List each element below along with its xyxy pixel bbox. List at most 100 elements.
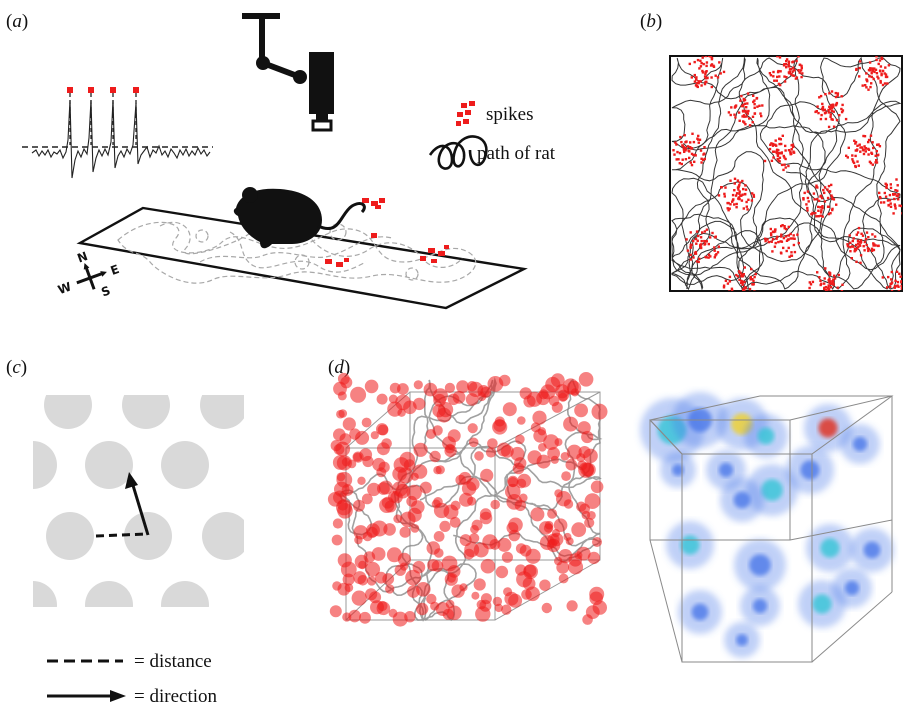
spike-sphere xyxy=(589,591,603,606)
spike-sphere xyxy=(341,457,351,467)
spike-dot xyxy=(699,80,702,83)
spike-dot xyxy=(776,154,780,158)
spike-dot xyxy=(878,145,882,148)
spike-dot xyxy=(869,161,873,165)
spike-dot xyxy=(738,190,741,193)
spike-sphere xyxy=(429,450,441,463)
spike-dot xyxy=(690,243,693,246)
spike-dot xyxy=(792,150,795,153)
spike-dot xyxy=(752,100,755,104)
spike-dot xyxy=(747,198,750,201)
spike-dot xyxy=(878,59,882,62)
spike-dot xyxy=(731,193,735,197)
spike-dot xyxy=(753,103,756,106)
spike-sphere xyxy=(359,448,373,462)
spike-dot xyxy=(894,207,897,210)
spike-dot xyxy=(731,289,734,291)
spike-dot xyxy=(789,150,792,153)
spike-sphere xyxy=(365,561,381,577)
spike-dot xyxy=(750,267,753,271)
spike-sphere xyxy=(470,524,479,534)
spike-dot xyxy=(817,199,821,203)
spike-sphere xyxy=(426,593,437,605)
grid-field xyxy=(200,395,244,429)
spike-dot xyxy=(690,152,694,156)
spike-dot xyxy=(768,72,772,75)
spike-dot xyxy=(848,234,851,237)
spike-sphere xyxy=(563,532,572,541)
spike-dot xyxy=(801,72,804,75)
spike-dot xyxy=(834,95,838,99)
spike-dot xyxy=(879,81,882,84)
spike-dot xyxy=(741,193,744,196)
spike-dot xyxy=(871,233,874,236)
spike-dot xyxy=(893,197,896,201)
spike-dot xyxy=(859,261,862,264)
spike-dot xyxy=(898,204,901,207)
spike-dot xyxy=(811,280,815,284)
spike-sphere xyxy=(337,372,350,385)
spike-sphere xyxy=(450,500,461,511)
grid-field xyxy=(46,512,94,560)
spike-dot xyxy=(827,298,829,300)
spike-dot xyxy=(748,124,752,127)
spike-dot xyxy=(697,80,700,83)
spike-sphere xyxy=(568,559,584,575)
spike-sphere xyxy=(505,483,521,500)
spike-dot xyxy=(783,63,786,66)
spike-dot xyxy=(674,141,677,144)
spike-sphere xyxy=(436,407,452,423)
spike-dot xyxy=(745,200,748,204)
spike-dot xyxy=(711,231,714,235)
spike-dot xyxy=(686,145,690,148)
spike-sphere xyxy=(412,464,428,479)
spike-sphere xyxy=(482,534,498,550)
density-core xyxy=(736,634,748,646)
spike-dot xyxy=(858,243,861,247)
spike-dot xyxy=(867,88,870,91)
spike-sphere xyxy=(554,556,563,566)
spike-dot xyxy=(746,112,749,115)
spike-sphere xyxy=(562,378,579,395)
spike-dot xyxy=(823,186,827,189)
spike-dot xyxy=(886,199,890,202)
spike-dot xyxy=(873,243,876,246)
spike-dot xyxy=(855,233,858,236)
spike-dot xyxy=(748,287,752,291)
spike-dot xyxy=(833,293,835,295)
spike-dot xyxy=(820,107,824,110)
spike-dot xyxy=(875,159,878,162)
spike-dot xyxy=(742,104,745,108)
spike-sphere xyxy=(397,552,411,567)
spike-dot xyxy=(692,140,696,144)
spike-dot xyxy=(784,149,787,152)
spike-sphere xyxy=(497,537,512,552)
spike-dot xyxy=(805,203,808,206)
spike-dot xyxy=(896,280,900,284)
spike-dot xyxy=(776,235,779,238)
grid-field xyxy=(161,441,209,489)
spike-sphere xyxy=(433,393,446,407)
spike-dot xyxy=(744,123,747,126)
spike-dot xyxy=(684,158,688,161)
spike-dot xyxy=(831,301,833,303)
spike-dot xyxy=(771,238,775,241)
spike-dot xyxy=(781,224,784,227)
spike-sphere xyxy=(412,560,426,574)
spike-dot xyxy=(819,117,823,121)
spike-sphere xyxy=(342,417,356,431)
spike-dot xyxy=(740,104,744,108)
spike-dot xyxy=(833,297,835,299)
spike-dot xyxy=(770,142,773,145)
spike-dot xyxy=(830,107,834,110)
spike-dot xyxy=(820,113,823,117)
spike-sphere xyxy=(485,447,497,458)
spike-dot xyxy=(823,191,826,195)
spike-dot xyxy=(835,203,838,206)
spike-dot xyxy=(852,161,856,165)
spike-dot xyxy=(870,247,874,250)
spike-sphere xyxy=(459,583,468,592)
spike-dot xyxy=(686,249,690,252)
spike-dot xyxy=(740,273,743,277)
spike-dot xyxy=(864,84,867,87)
